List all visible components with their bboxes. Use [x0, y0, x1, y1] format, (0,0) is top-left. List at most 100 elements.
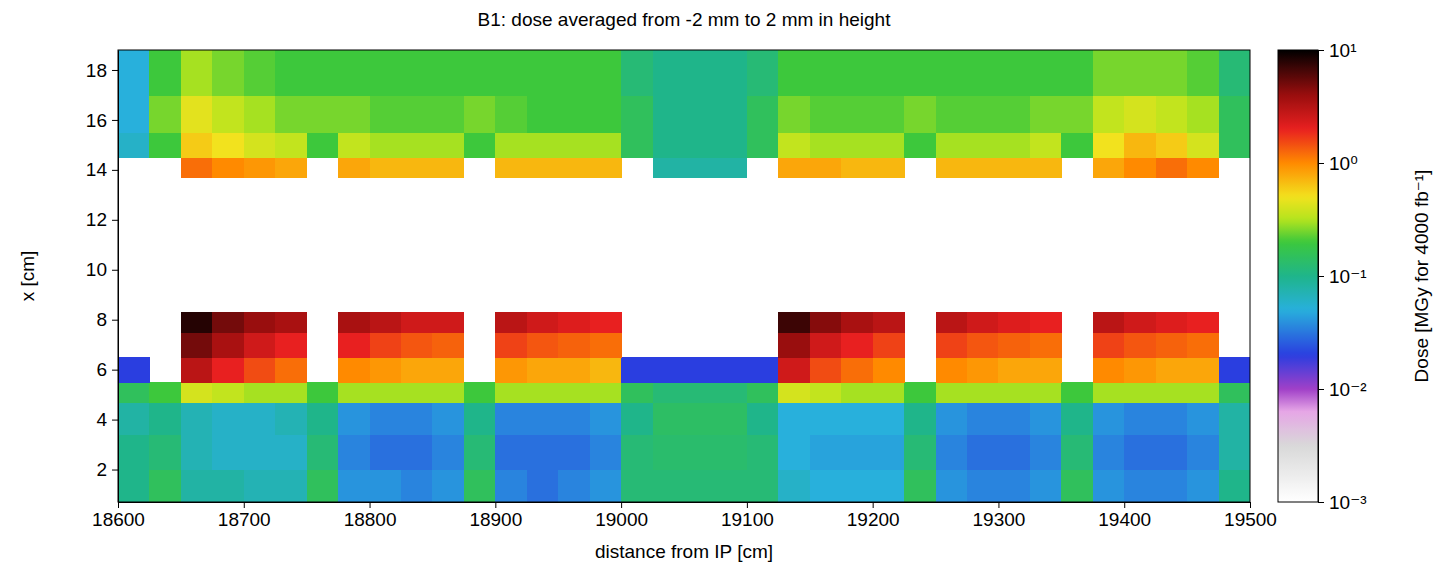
- cell: [653, 470, 685, 502]
- cell: [653, 382, 685, 403]
- cell: [936, 357, 968, 383]
- tick: 10: [86, 259, 118, 280]
- cell: [873, 157, 905, 178]
- cell: [558, 332, 590, 358]
- cell: [1156, 332, 1188, 358]
- cell: [1093, 50, 1125, 96]
- cell: [275, 157, 307, 178]
- cell: [464, 435, 496, 471]
- cell: [370, 332, 402, 358]
- tick-mark: [112, 220, 118, 221]
- cell: [873, 402, 905, 435]
- cell: [1219, 435, 1250, 471]
- cell: [810, 402, 842, 435]
- cell: [810, 382, 842, 403]
- cell: [338, 312, 370, 333]
- axis-line: [119, 502, 1251, 503]
- cell: [1156, 470, 1188, 502]
- cell: [653, 132, 685, 158]
- cell: [778, 435, 810, 471]
- cell: [401, 382, 433, 403]
- cell: [936, 382, 968, 403]
- cell: [558, 470, 590, 502]
- cell: [1187, 132, 1219, 158]
- tick-label: 19500: [1224, 509, 1277, 530]
- cell: [432, 50, 464, 96]
- cell: [810, 332, 842, 358]
- cell: [715, 132, 747, 158]
- cell: [118, 435, 150, 471]
- cell: [244, 470, 276, 502]
- cell: [370, 402, 402, 435]
- colorbar-axis: 10⁻³10⁻²10⁻¹10⁰10¹: [1318, 40, 1367, 513]
- cell: [715, 382, 747, 403]
- cell: [998, 332, 1030, 358]
- cell: [621, 470, 653, 502]
- cell: [370, 157, 402, 178]
- cell: [1030, 50, 1062, 96]
- cell: [401, 470, 433, 502]
- cell: [1030, 470, 1062, 502]
- axis-line: [118, 51, 119, 503]
- cell: [1187, 382, 1219, 403]
- cell: [401, 157, 433, 178]
- cell: [936, 157, 968, 178]
- cell: [1124, 402, 1156, 435]
- cell: [1030, 357, 1062, 383]
- cell: [1156, 435, 1188, 471]
- cell: [212, 95, 244, 133]
- cell: [778, 402, 810, 435]
- cell: [715, 470, 747, 502]
- cell: [244, 312, 276, 333]
- cell: [1187, 50, 1219, 96]
- cell: [181, 312, 213, 333]
- cell: [307, 435, 339, 471]
- cell: [307, 470, 339, 502]
- cell: [810, 95, 842, 133]
- cell: [338, 470, 370, 502]
- tick-label: 10⁻¹: [1329, 266, 1367, 287]
- cell: [1030, 132, 1062, 158]
- cell: [621, 382, 653, 403]
- cell: [653, 357, 685, 383]
- cell: [841, 435, 873, 471]
- tick-label: 19400: [1098, 509, 1151, 530]
- cell: [715, 357, 747, 383]
- cell: [1124, 312, 1156, 333]
- cell: [715, 435, 747, 471]
- cell: [778, 470, 810, 502]
- cell: [149, 132, 181, 158]
- cell: [967, 132, 999, 158]
- cell: [275, 402, 307, 435]
- cell: [904, 402, 936, 435]
- cell: [370, 470, 402, 502]
- cell: [1187, 332, 1219, 358]
- cell: [118, 402, 150, 435]
- cell: [1030, 435, 1062, 471]
- cell: [527, 357, 559, 383]
- cell: [212, 157, 244, 178]
- cell: [338, 132, 370, 158]
- cell: [558, 157, 590, 178]
- cell: [967, 435, 999, 471]
- cell: [1061, 132, 1093, 158]
- cell: [998, 50, 1030, 96]
- cell: [118, 132, 150, 158]
- cell: [275, 312, 307, 333]
- cell: [1030, 157, 1062, 178]
- cell: [841, 382, 873, 403]
- cell: [1061, 470, 1093, 502]
- cell: [181, 95, 213, 133]
- cell: [936, 332, 968, 358]
- cell: [432, 382, 464, 403]
- cell: [621, 402, 653, 435]
- cell: [1219, 357, 1250, 383]
- tick-mark: [998, 502, 999, 508]
- cell: [495, 132, 527, 158]
- tick-mark: [495, 502, 496, 508]
- tick: 19300: [973, 502, 1026, 530]
- cell: [527, 132, 559, 158]
- cell: [778, 357, 810, 383]
- tick: 18700: [218, 502, 271, 530]
- cell: [778, 312, 810, 333]
